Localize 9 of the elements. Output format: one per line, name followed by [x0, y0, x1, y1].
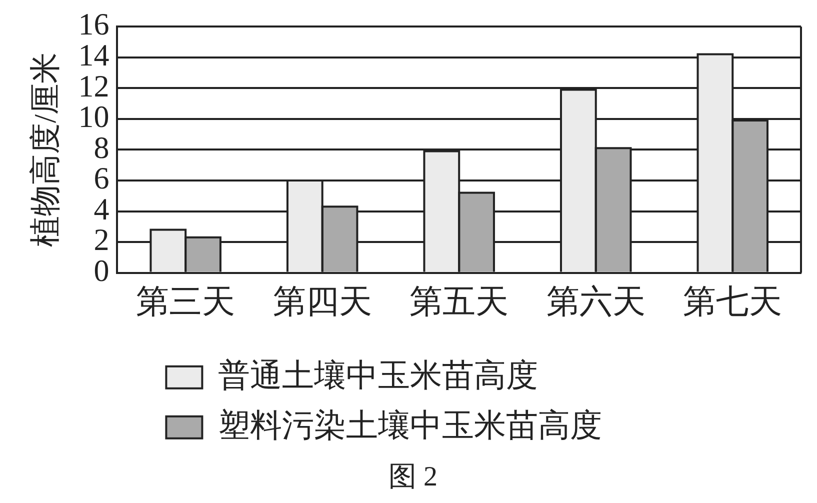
x-tick-label: 第三天 [136, 284, 236, 320]
y-axis-title: 植物高度/厘米 [28, 52, 63, 248]
x-tick-label: 第六天 [546, 284, 646, 320]
x-tick-label: 第五天 [410, 284, 509, 320]
caption: 图 2 [388, 462, 438, 493]
x-tick-label: 第七天 [683, 284, 782, 320]
legend-label: 普通土壤中玉米苗高度 [218, 356, 538, 393]
x-tick-label: 第四天 [272, 284, 372, 320]
legend-label: 塑料污染土壤中玉米苗高度 [218, 406, 602, 443]
